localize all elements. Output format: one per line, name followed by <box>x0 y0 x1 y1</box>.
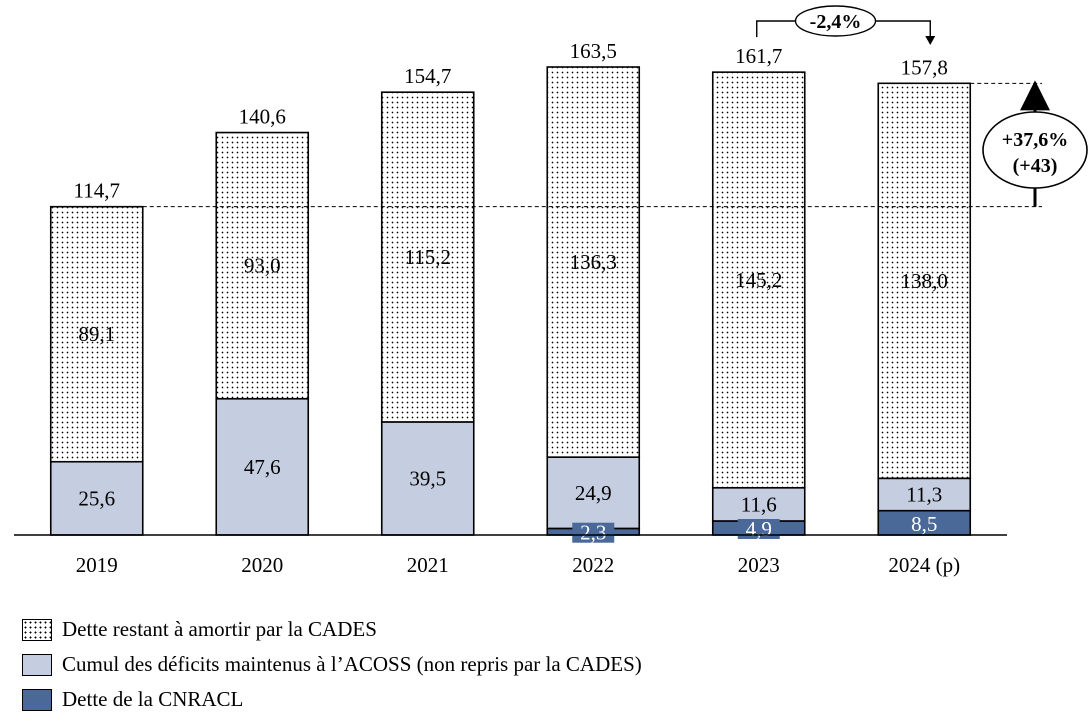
bar-acoss-0 <box>49 460 144 536</box>
data-label-cades-0: 89,1 <box>78 322 115 346</box>
change-ellipse <box>794 5 877 37</box>
data-label-acoss-1: 47,6 <box>244 455 281 479</box>
data-label-cnracl-4: 4,9 <box>746 517 772 541</box>
data-label-bg-cnracl-5 <box>903 513 946 534</box>
x-tick-label-3: 2022 <box>572 553 614 577</box>
data-label-bg-cnracl-3 <box>572 522 615 543</box>
data-label-bg-cnracl-4 <box>737 518 780 539</box>
total-label-3: 163,5 <box>570 39 617 63</box>
data-label-acoss-5: 11,3 <box>906 482 942 506</box>
data-label-cades-4: 145,2 <box>735 268 782 292</box>
data-label-cades-3: 136,3 <box>570 250 617 274</box>
legend-item-acoss: Cumul des déficits maintenus à l’ACOSS (… <box>22 647 642 682</box>
legend-label-cnracl: Dette de la CNRACL <box>62 687 244 711</box>
bar-cades-3 <box>546 66 641 458</box>
bar-cades-0 <box>49 205 144 463</box>
bar-acoss-3 <box>546 456 641 530</box>
total-label-0: 114,7 <box>74 179 120 203</box>
bar-cades-4 <box>711 71 806 489</box>
total-label-4: 161,7 <box>735 44 782 68</box>
total-label-1: 140,6 <box>239 105 286 129</box>
labels-group: 25,6 89,1 114,7 2019 47,6 93,0 140,6 2020 39,5 11… <box>74 39 961 577</box>
legend-swatch-cades <box>22 618 52 641</box>
bar-acoss-4 <box>711 486 806 522</box>
x-tick-label-4: 2023 <box>738 553 780 577</box>
data-label-acoss-0: 25,6 <box>78 486 115 510</box>
data-label-cnracl-3: 2,3 <box>580 521 606 545</box>
bar-cades-5 <box>877 82 972 480</box>
bar-cades-1 <box>215 131 310 400</box>
data-label-acoss-3: 24,9 <box>575 481 612 505</box>
legend-swatch-acoss <box>22 653 52 676</box>
total-label-5: 157,8 <box>901 55 948 79</box>
data-label-acoss-2: 39,5 <box>409 466 446 490</box>
data-label-cades-1: 93,0 <box>244 254 281 278</box>
data-label-cades-5: 138,0 <box>901 269 948 293</box>
x-tick-label-1: 2020 <box>241 553 283 577</box>
legend: Dette restant à amortir par la CADES Cum… <box>22 612 642 717</box>
legend-swatch-cnracl <box>22 688 52 711</box>
x-tick-label-0: 2019 <box>76 553 118 577</box>
growth-pct-label: +37,6% <box>1002 129 1068 151</box>
growth-ellipse <box>982 111 1088 189</box>
total-label-2: 154,7 <box>404 64 451 88</box>
x-tick-label-5: 2024 (p) <box>888 553 960 577</box>
legend-label-cades: Dette restant à amortir par la CADES <box>62 617 377 641</box>
change-bracket-arrowhead <box>925 36 936 45</box>
annotations-group: +37,6% (+43) -2,4% <box>14 5 1088 536</box>
x-tick-label-2: 2021 <box>407 553 449 577</box>
stacked-bar-chart: 25,6 89,1 114,7 2019 47,6 93,0 140,6 2020 39,5 11… <box>14 5 1088 577</box>
data-label-acoss-4: 11,6 <box>741 492 777 516</box>
legend-label-acoss: Cumul des déficits maintenus à l’ACOSS (… <box>62 652 642 676</box>
data-label-cnracl-5: 8,5 <box>911 512 937 536</box>
bars-group <box>49 66 972 536</box>
data-label-cades-2: 115,2 <box>405 245 451 269</box>
legend-item-cades: Dette restant à amortir par la CADES <box>22 612 642 647</box>
legend-item-cnracl: Dette de la CNRACL <box>22 682 642 717</box>
bar-cades-2 <box>380 91 475 423</box>
growth-abs-label: (+43) <box>1013 155 1058 177</box>
change-label: -2,4% <box>810 11 862 33</box>
